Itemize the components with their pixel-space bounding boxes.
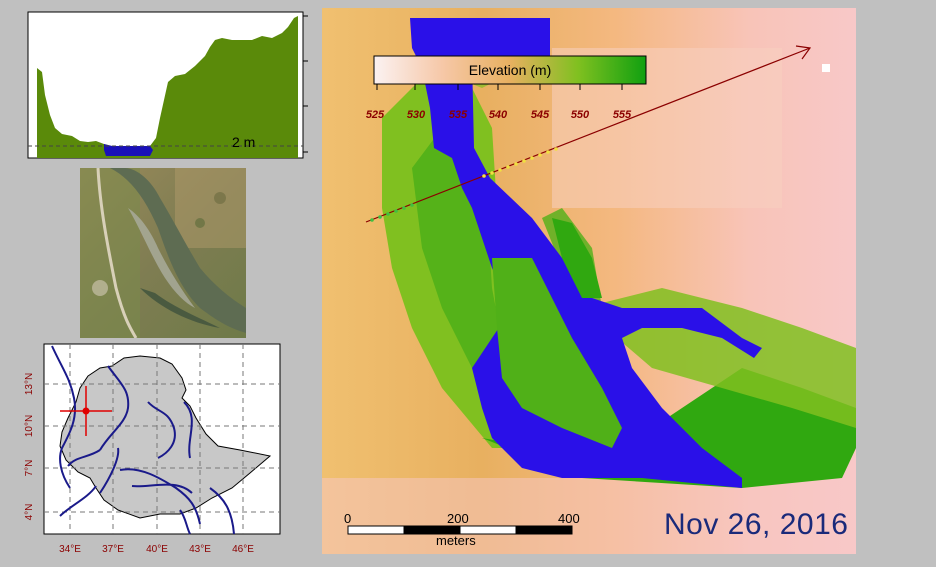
elevation-map: 525 530 535 540 545 550 555 bbox=[322, 8, 856, 554]
rivers bbox=[51, 345, 235, 535]
longitude-labels: 34°E 37°E 40°E 43°E 46°E bbox=[59, 544, 254, 555]
locator-map: 13°N 10°N 7°N 4°N 34°E 37°E 40°E 43°E 46… bbox=[24, 343, 281, 555]
profile-water bbox=[104, 144, 153, 156]
scale-label-400: 400 bbox=[558, 511, 580, 526]
profile-terrain bbox=[37, 16, 298, 158]
legend-colorbar bbox=[373, 55, 647, 85]
lon-34e: 34°E bbox=[59, 544, 81, 555]
elevation-map-panel: 525 530 535 540 545 550 555 bbox=[322, 8, 856, 554]
corner-marker bbox=[822, 64, 830, 72]
lat-7n: 7°N bbox=[24, 460, 35, 477]
graticule bbox=[44, 344, 280, 534]
date-label: Nov 26, 2016 bbox=[664, 508, 849, 541]
island-main bbox=[492, 258, 622, 448]
elevation-profile-panel: 2 m 555 545 535 525 bbox=[0, 0, 336, 168]
transect bbox=[365, 45, 812, 223]
scale-unit: meters bbox=[436, 533, 476, 548]
lon-40e: 40°E bbox=[146, 544, 168, 555]
latitude-labels: 13°N 10°N 7°N 4°N bbox=[24, 373, 35, 521]
lat-4n: 4°N bbox=[24, 504, 35, 521]
elevation-profile-chart: 2 m 555 545 535 525 bbox=[27, 7, 333, 160]
scalebar bbox=[347, 525, 573, 535]
lon-46e: 46°E bbox=[232, 544, 254, 555]
scale-label-0: 0 bbox=[344, 511, 352, 526]
legend-tick-550: 550 bbox=[571, 109, 590, 121]
location-marker bbox=[60, 386, 112, 436]
lon-43e: 43°E bbox=[189, 544, 211, 555]
lon-37e: 37°E bbox=[102, 544, 124, 555]
lat-10n: 10°N bbox=[24, 415, 35, 437]
water-depth-label: 2 m bbox=[232, 134, 255, 150]
elevation-legend: 525 530 535 540 545 550 555 bbox=[366, 55, 647, 121]
legend-tick-525: 525 bbox=[366, 109, 385, 121]
locator-map-panel: 13°N 10°N 7°N 4°N 34°E 37°E 40°E 43°E 46… bbox=[0, 338, 290, 562]
scale-label-200: 200 bbox=[447, 511, 469, 526]
lat-13n: 13°N bbox=[24, 373, 35, 395]
satellite-image bbox=[80, 167, 246, 339]
legend-tick-530: 530 bbox=[407, 109, 426, 121]
river-water bbox=[410, 18, 762, 488]
country-outline bbox=[59, 355, 272, 519]
legend-tick-555: 555 bbox=[613, 109, 632, 121]
satellite-thumbnail bbox=[80, 167, 246, 339]
legend-tick-535: 535 bbox=[449, 109, 468, 121]
legend-tick-540: 540 bbox=[489, 109, 508, 121]
legend-tick-545: 545 bbox=[531, 109, 550, 121]
